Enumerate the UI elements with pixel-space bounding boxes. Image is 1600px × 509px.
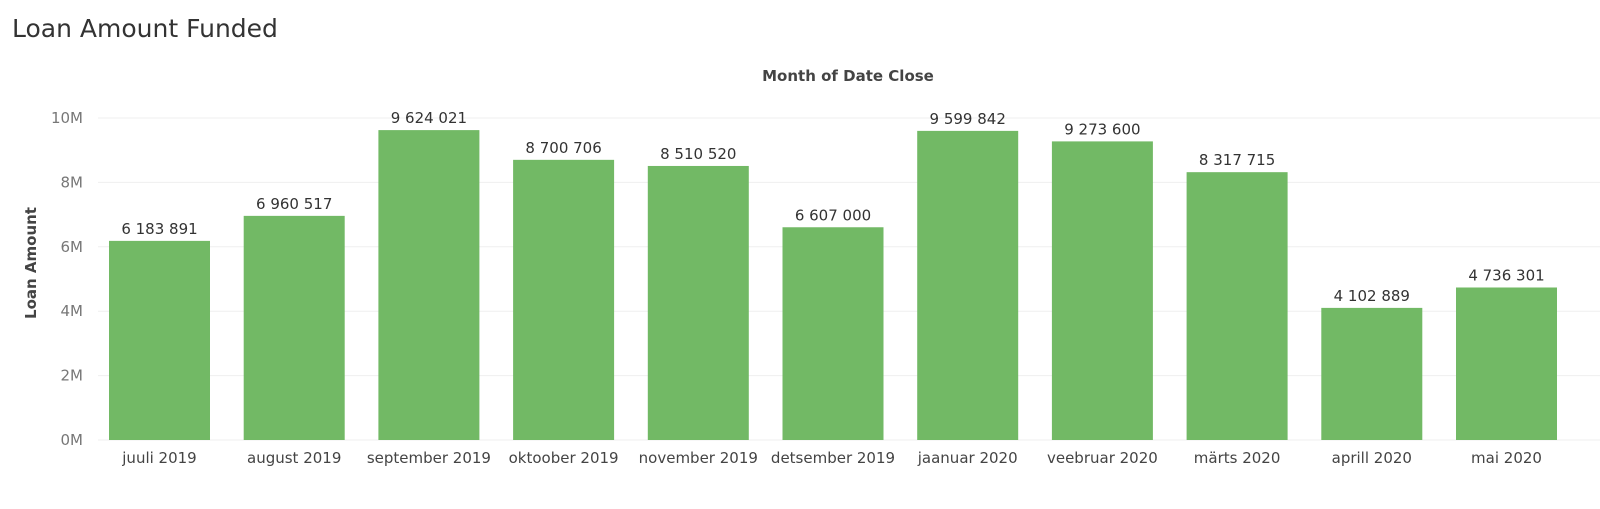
bar: [783, 227, 884, 440]
bar-value-label: 8 510 520: [660, 145, 736, 163]
bar-value-label: 9 624 021: [391, 109, 467, 127]
y-tick-label: 2M: [61, 367, 84, 385]
bar: [1052, 141, 1153, 440]
x-tick-label: detsember 2019: [771, 449, 895, 467]
y-axis-title: Loan Amount: [22, 207, 40, 319]
bar-value-label: 4 736 301: [1468, 266, 1544, 284]
x-tick-label: oktoober 2019: [509, 449, 619, 467]
bar: [1321, 308, 1422, 440]
bar-value-label: 6 960 517: [256, 195, 332, 213]
bar: [1456, 287, 1557, 440]
x-tick-label: jaanuar 2020: [917, 449, 1018, 467]
bar: [109, 241, 210, 440]
y-tick-label: 6M: [61, 238, 84, 256]
bar-value-label: 6 183 891: [121, 220, 197, 238]
x-axis-ticks: juuli 2019 august 2019 september 2019 oktoo…: [121, 449, 1542, 467]
bar: [648, 166, 749, 440]
x-tick-label: august 2019: [247, 449, 341, 467]
bar: [1187, 172, 1288, 440]
y-axis-ticks: 0M 2M 4M 6M 8M 10M: [51, 109, 83, 449]
bar: [378, 130, 479, 440]
bar: [244, 216, 345, 440]
y-tick-label: 4M: [61, 302, 84, 320]
x-tick-label: mai 2020: [1471, 449, 1542, 467]
bar-value-label: 9 273 600: [1064, 120, 1140, 138]
bar-value-label: 8 317 715: [1199, 151, 1275, 169]
y-tick-label: 8M: [61, 173, 84, 191]
x-tick-label: veebruar 2020: [1047, 449, 1158, 467]
x-tick-label: september 2019: [367, 449, 491, 467]
bar-value-label: 9 599 842: [930, 110, 1006, 128]
bars: [109, 130, 1557, 440]
y-tick-label: 0M: [61, 431, 84, 449]
x-tick-label: november 2019: [639, 449, 758, 467]
bar: [917, 131, 1018, 440]
bar-value-label: 4 102 889: [1334, 287, 1410, 305]
bar: [513, 160, 614, 440]
x-axis-title: Month of Date Close: [762, 67, 934, 85]
y-tick-label: 10M: [51, 109, 83, 127]
bar-value-label: 6 607 000: [795, 206, 871, 224]
x-tick-label: aprill 2020: [1332, 449, 1412, 467]
bar-value-label: 8 700 706: [525, 139, 601, 157]
x-tick-label: juuli 2019: [121, 449, 196, 467]
x-tick-label: märts 2020: [1194, 449, 1281, 467]
